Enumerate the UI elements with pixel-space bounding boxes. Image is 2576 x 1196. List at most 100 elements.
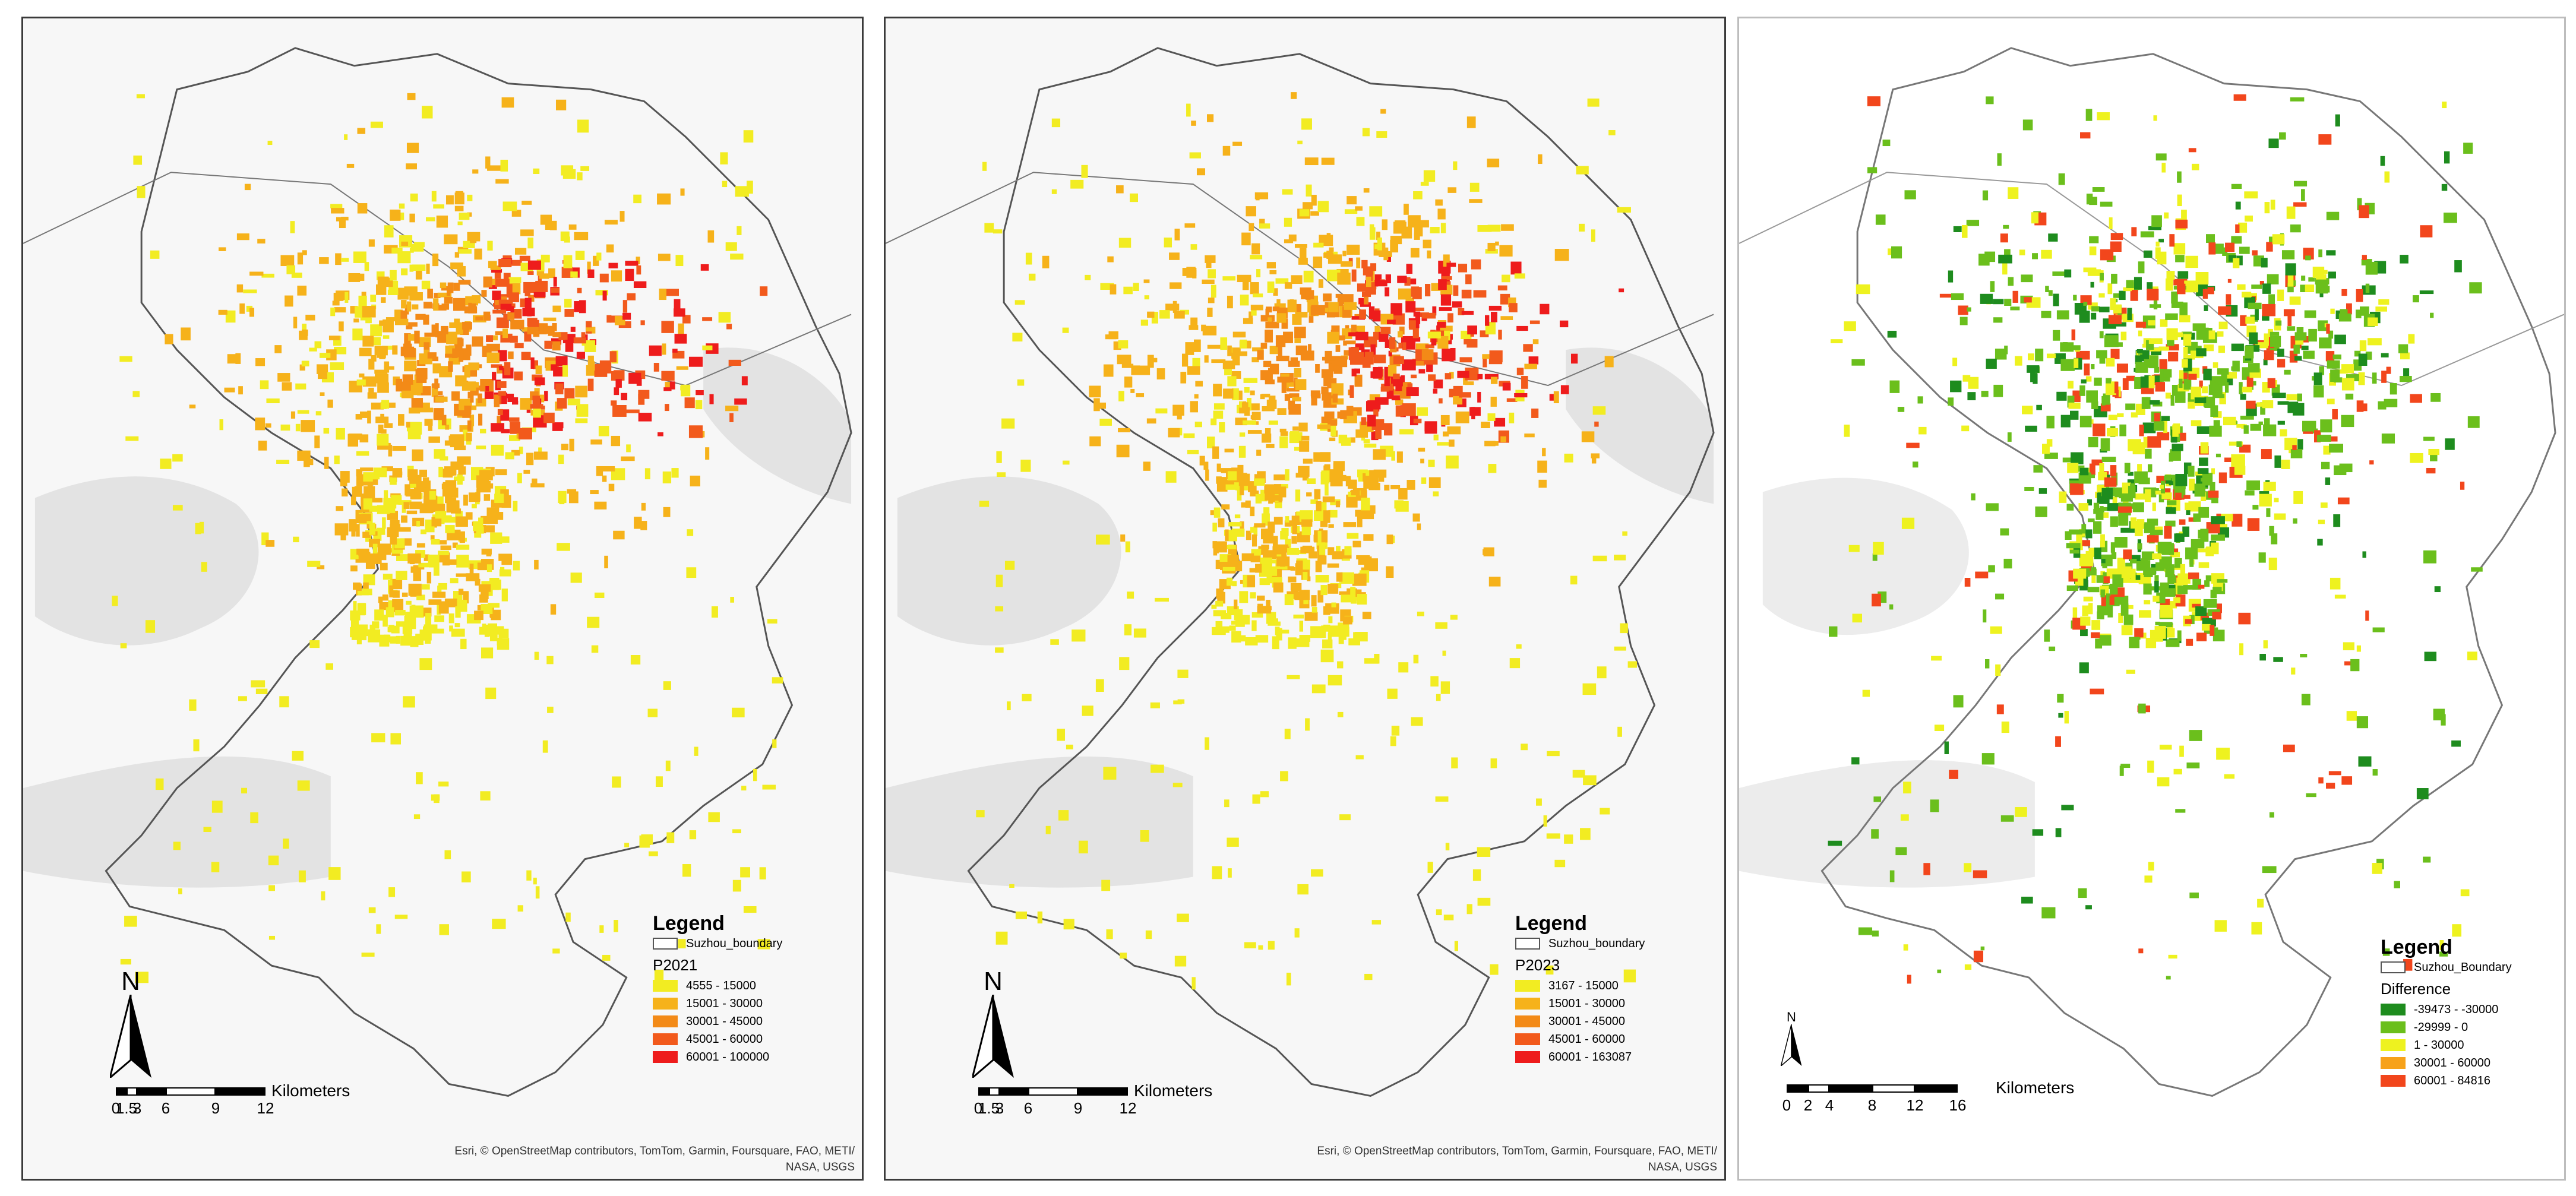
parcel: [1299, 635, 1311, 642]
parcel: [1355, 755, 1364, 760]
parcel: [1222, 567, 1235, 571]
map-canvas[interactable]: [23, 18, 862, 1179]
parcel: [993, 229, 1003, 234]
parcel: [2301, 276, 2306, 281]
parcel: [2097, 485, 2106, 492]
parcel: [368, 629, 381, 643]
parcel: [2206, 234, 2215, 243]
parcel: [1155, 408, 1168, 414]
parcel: [1240, 521, 1244, 529]
parcel: [356, 524, 360, 537]
parcel: [1328, 616, 1333, 624]
parcel: [1269, 363, 1279, 375]
parcel: [2080, 629, 2088, 637]
parcel: [2358, 372, 2365, 385]
parcel: [1961, 224, 1968, 238]
parcel: [1417, 407, 1428, 416]
parcel: [1408, 279, 1417, 284]
parcel: [500, 536, 510, 543]
parcel: [1070, 179, 1084, 189]
parcel: [2346, 374, 2359, 382]
parcel: [663, 681, 671, 690]
parcel: [2117, 506, 2132, 513]
parcel: [1995, 664, 2001, 676]
parcel: [1431, 336, 1437, 346]
map-panel-p2021[interactable]: Legend Suzhou_boundary P2021 4555 - 1500…: [21, 17, 864, 1181]
parcel: [2217, 331, 2224, 337]
parcel: [218, 309, 227, 315]
map-panel-p2023[interactable]: Legend Suzhou_boundary P2023 3167 - 1500…: [884, 17, 1726, 1181]
parcel: [1335, 293, 1342, 298]
scale-tick-label: 12: [1906, 1096, 1924, 1114]
parcel: [478, 584, 491, 592]
parcel: [258, 441, 267, 451]
parcel: [1265, 330, 1273, 343]
parcel: [2104, 477, 2117, 487]
parcel: [2100, 438, 2110, 451]
parcel: [2312, 267, 2325, 278]
parcel: [2246, 376, 2253, 387]
parcel: [640, 521, 647, 530]
legend-class-item: 15001 - 30000: [1515, 995, 1645, 1013]
parcel: [2134, 277, 2142, 290]
map-panel-difference[interactable]: Legend Suzhou_Boundary Difference -39473…: [1737, 17, 2566, 1181]
parcel: [1268, 621, 1281, 626]
parcel: [448, 361, 453, 372]
parcel: [178, 888, 182, 894]
parcel: [160, 458, 172, 469]
legend-title: Legend: [653, 912, 725, 935]
parcel: [1095, 679, 1104, 692]
parcel: [2136, 351, 2141, 359]
parcel: [458, 280, 471, 285]
parcel: [521, 200, 532, 205]
parcel: [1348, 332, 1361, 337]
parcel: [663, 387, 672, 391]
parcel: [2095, 507, 2104, 520]
parcel: [456, 555, 469, 568]
parcel: [1106, 929, 1113, 939]
parcel: [421, 584, 430, 590]
parcel: [2252, 505, 2259, 510]
parcel: [1509, 303, 1518, 312]
parcel: [564, 236, 570, 243]
parcel: [1604, 356, 1614, 368]
map-canvas[interactable]: [1739, 18, 2564, 1179]
parcel: [1591, 229, 1595, 242]
parcel: [1221, 468, 1235, 473]
parcel: [1386, 566, 1394, 578]
parcel: [1329, 437, 1336, 442]
parcel: [1278, 629, 1289, 634]
parcel: [2174, 558, 2182, 568]
parcel: [1889, 380, 1900, 393]
parcel: [1521, 376, 1528, 389]
parcel: [2154, 580, 2159, 593]
parcel: [1180, 372, 1187, 384]
parcel: [1542, 448, 1546, 457]
parcel: [2271, 533, 2278, 545]
parcel: [2346, 303, 2352, 315]
parcel: [524, 298, 532, 309]
map-canvas[interactable]: [886, 18, 1724, 1179]
parcel: [2227, 279, 2232, 283]
parcel: [150, 250, 160, 259]
parcel: [1211, 330, 1216, 335]
parcel: [1380, 314, 1393, 321]
parcel: [1283, 331, 1293, 343]
parcel: [2325, 351, 2333, 362]
parcel: [1216, 588, 1224, 599]
parcel: [387, 402, 396, 408]
parcel: [2067, 463, 2079, 473]
parcel: [1304, 612, 1318, 621]
parcel: [1531, 408, 1539, 418]
legend-class-label: 45001 - 60000: [686, 1032, 763, 1046]
parcel: [730, 253, 744, 260]
scale-tick-label: 0: [111, 1099, 121, 1117]
parcel: [423, 342, 430, 355]
parcel: [1099, 419, 1112, 426]
legend-class-item: 60001 - 84816: [2381, 1072, 2512, 1090]
parcel: [1347, 196, 1357, 205]
parcel: [1379, 251, 1392, 257]
parcel: [2196, 426, 2210, 434]
parcel: [339, 321, 344, 331]
parcel: [165, 334, 173, 344]
